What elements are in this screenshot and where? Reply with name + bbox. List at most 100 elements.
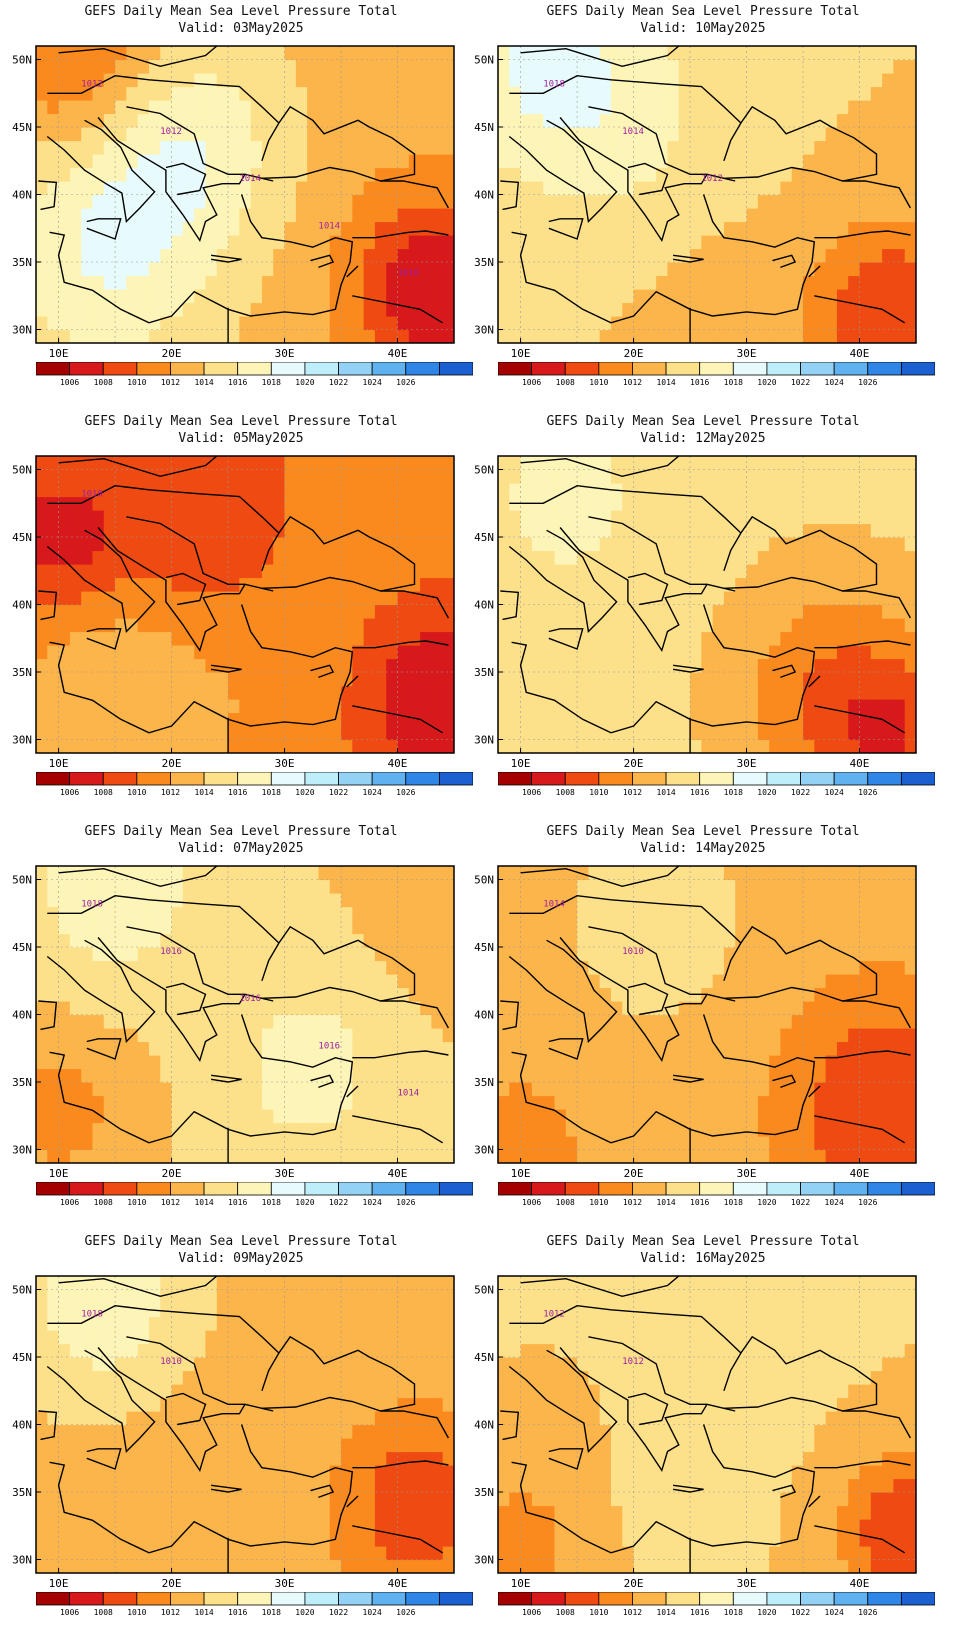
colorbar-label: 1012: [161, 378, 180, 387]
lat-tick-label: 50N: [474, 464, 494, 477]
colorbar-swatch: [564, 1592, 600, 1606]
colorbar-swatch: [800, 362, 835, 376]
coastlines: [38, 46, 450, 343]
contour-label: 1012: [543, 1310, 565, 1320]
colorbar-label: 1006: [522, 1198, 541, 1207]
colorbar-swatch: [371, 1592, 407, 1606]
colorbar-swatch: [304, 772, 339, 786]
colorbar-swatch: [270, 772, 306, 786]
colorbar-label: 1026: [396, 788, 415, 797]
lat-tick-label: 30N: [12, 734, 32, 747]
lat-tick-label: 50N: [12, 54, 32, 67]
colorbar-swatch: [766, 772, 801, 786]
colorbar-label: 1022: [791, 1608, 810, 1617]
colorbar-label: 1024: [363, 788, 382, 797]
lon-tick-label: 30E: [275, 347, 295, 360]
coastlines: [38, 1276, 450, 1573]
panel-title: GEFS Daily Mean Sea Level Pressure Total: [84, 414, 398, 429]
colorbar-label: 1018: [724, 788, 743, 797]
colorbar-label: 1016: [228, 788, 247, 797]
colorbar-swatch: [732, 1182, 768, 1196]
colorbar-label: 1014: [656, 788, 675, 797]
colorbar: 1006 1008 1010 1012 1014 1016 1018 1020 1022 1024…: [36, 772, 473, 797]
colorbar-label: 1024: [825, 788, 844, 797]
panel-valid-date: Valid: 07May2025: [178, 841, 304, 856]
contour-label: 1014: [622, 127, 644, 137]
colorbar-swatch: [136, 362, 171, 376]
contour-label: 1010: [622, 947, 644, 957]
colorbar-swatch: [665, 362, 701, 376]
colorbar-swatch: [203, 1182, 239, 1196]
colorbar: 1006 1008 1010 1012 1014 1016 1018 1020 1022 1024…: [498, 1182, 935, 1207]
lon-tick-label: 20E: [624, 757, 644, 770]
colorbar-swatch: [498, 362, 533, 376]
lat-tick-label: 45N: [12, 531, 32, 544]
colorbar-swatch: [36, 1592, 71, 1606]
colorbar-label: 1018: [262, 1608, 281, 1617]
colorbar-label: 1012: [623, 788, 642, 797]
pressure-map: 1012 1012 50N 45N 40N 35N 30N 10E 20E 30E 40E: [474, 1275, 917, 1590]
contour-label: 1012: [160, 127, 182, 137]
colorbar-swatch: [867, 362, 902, 376]
contour-label: 1012: [81, 80, 103, 90]
colorbar-label: 1022: [329, 788, 348, 797]
colorbar-label: 1008: [556, 378, 575, 387]
colorbar-label: 1020: [295, 378, 314, 387]
lon-tick-label: 30E: [737, 1577, 757, 1590]
contour-label: 1016: [318, 1041, 340, 1051]
colorbar-label: 1012: [161, 1608, 180, 1617]
colorbar-swatch: [766, 1182, 801, 1196]
lat-tick-label: 40N: [474, 189, 494, 202]
pressure-field: [498, 1276, 916, 1573]
colorbar-label: 1008: [94, 1198, 113, 1207]
lat-tick-label: 35N: [474, 1076, 494, 1089]
colorbar-label: 1010: [127, 1198, 146, 1207]
colorbar-label: 1022: [329, 1608, 348, 1617]
lon-tick-label: 30E: [737, 1167, 757, 1180]
coastlines: [500, 46, 912, 343]
contour-label: 1014: [543, 900, 565, 910]
lon-tick-label: 20E: [162, 1577, 182, 1590]
colorbar-label: 1014: [194, 378, 213, 387]
colorbar-swatch: [766, 362, 801, 376]
colorbar-label: 1020: [295, 1198, 314, 1207]
colorbar-swatch: [69, 1592, 104, 1606]
colorbar-label: 1018: [262, 378, 281, 387]
lat-tick-label: 50N: [12, 874, 32, 887]
colorbar-swatch: [531, 1592, 566, 1606]
contour-label: 1012: [701, 174, 723, 184]
map-panel: GEFS Daily Mean Sea Level Pressure Total…: [462, 820, 944, 1230]
colorbar-label: 1020: [757, 378, 776, 387]
panel-valid-date: Valid: 03May2025: [178, 21, 304, 36]
colorbar-label: 1024: [825, 1198, 844, 1207]
colorbar-swatch: [170, 362, 205, 376]
colorbar-swatch: [833, 1592, 869, 1606]
panel-valid-date: Valid: 05May2025: [178, 431, 304, 446]
colorbar-swatch: [371, 772, 407, 786]
lat-tick-label: 45N: [12, 1351, 32, 1364]
colorbar-label: 1010: [127, 788, 146, 797]
map-panel: GEFS Daily Mean Sea Level Pressure Total…: [0, 0, 482, 410]
lat-tick-label: 30N: [12, 1144, 32, 1157]
contour-label: 1018: [543, 80, 565, 90]
colorbar-swatch: [338, 362, 373, 376]
colorbar-swatch: [732, 772, 768, 786]
panel-title: GEFS Daily Mean Sea Level Pressure Total: [546, 4, 860, 19]
colorbar-label: 1006: [522, 378, 541, 387]
colorbar-label: 1018: [724, 1608, 743, 1617]
colorbar-swatch: [237, 772, 272, 786]
colorbar-swatch: [203, 772, 239, 786]
colorbar-label: 1020: [757, 1608, 776, 1617]
lat-tick-label: 30N: [12, 1554, 32, 1567]
panel-title: GEFS Daily Mean Sea Level Pressure Total: [84, 824, 398, 839]
colorbar-swatch: [699, 1182, 734, 1196]
pressure-map: 1018 1014 1012 50N 45N 40N 35N 30N 10E 20E 30E 40E: [474, 45, 917, 360]
colorbar-label: 1010: [589, 1608, 608, 1617]
colorbar-label: 1006: [60, 1198, 79, 1207]
colorbar-swatch: [564, 772, 600, 786]
colorbar-label: 1022: [791, 1198, 810, 1207]
colorbar-swatch: [304, 362, 339, 376]
panel-title: GEFS Daily Mean Sea Level Pressure Total: [546, 414, 860, 429]
colorbar-label: 1026: [858, 1198, 877, 1207]
lon-tick-label: 10E: [511, 1577, 531, 1590]
